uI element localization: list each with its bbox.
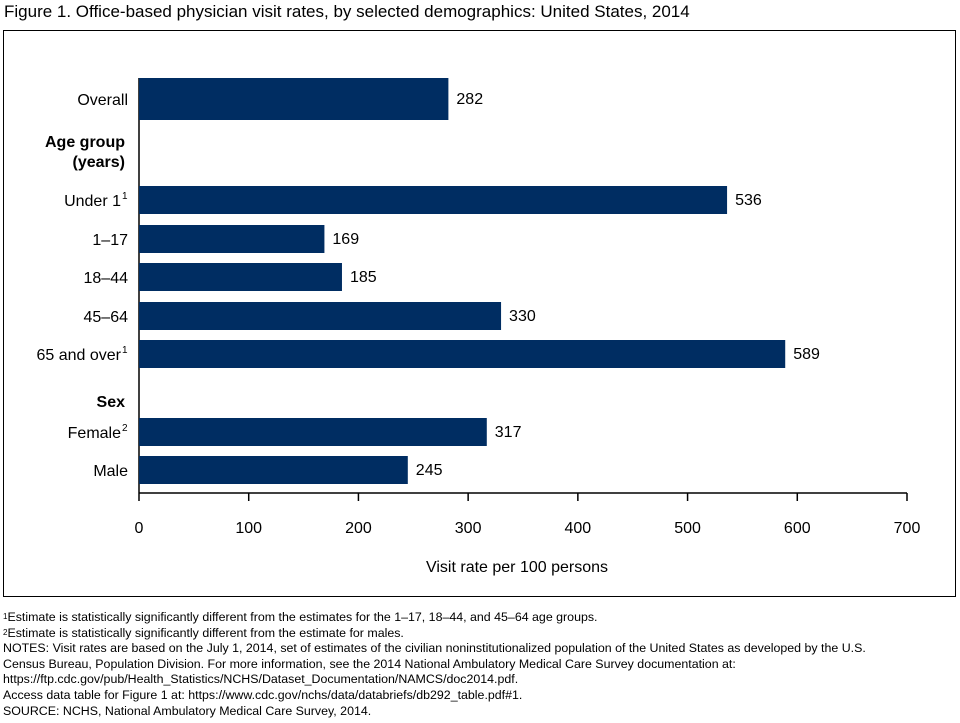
x-tick-label: 500 bbox=[674, 520, 701, 537]
notes-line-3: https://ftp.cdc.gov/pub/Health_Statistic… bbox=[3, 672, 519, 687]
category-label: Female bbox=[68, 425, 121, 442]
category-label: 18–44 bbox=[84, 270, 129, 287]
notes-line-1: NOTES: Visit rates are based on the July… bbox=[3, 641, 866, 656]
figure-title: Figure 1. Office-based physician visit r… bbox=[4, 2, 690, 21]
x-tick-label: 300 bbox=[455, 520, 482, 537]
source-note: SOURCE: NCHS, National Ambulatory Medica… bbox=[3, 703, 372, 718]
category-label: 65 and over bbox=[36, 347, 121, 364]
category-label: 1–17 bbox=[92, 232, 128, 249]
category-label: Male bbox=[93, 463, 128, 480]
footnotes: 1Estimate is statistically significantly… bbox=[3, 610, 955, 719]
x-tick-label: 700 bbox=[894, 520, 921, 537]
category-heading: Sex bbox=[97, 394, 126, 411]
category-heading-line2: (years) bbox=[73, 154, 125, 171]
category-label-footnote: 2 bbox=[122, 423, 128, 434]
category-label: 45–64 bbox=[84, 309, 129, 326]
x-tick-label: 200 bbox=[345, 520, 372, 537]
x-tick-label: 100 bbox=[235, 520, 262, 537]
footnote-1: 1Estimate is statistically significantly… bbox=[3, 610, 598, 624]
data-label: 589 bbox=[793, 346, 820, 363]
data-label: 169 bbox=[332, 231, 359, 248]
x-tick-label: 600 bbox=[784, 520, 811, 537]
category-label: Under 1 bbox=[64, 193, 121, 210]
access-data-link[interactable]: Access data table for Figure 1 at: https… bbox=[3, 687, 523, 702]
data-label: 282 bbox=[456, 91, 483, 108]
bar bbox=[139, 263, 342, 291]
data-label: 317 bbox=[495, 424, 522, 441]
x-tick-label: 0 bbox=[135, 520, 144, 537]
bar bbox=[139, 340, 786, 368]
bar bbox=[139, 225, 325, 253]
bar bbox=[139, 186, 728, 214]
bar bbox=[139, 302, 502, 330]
category-heading: Age group bbox=[45, 134, 125, 151]
footnote-2: 2Estimate is statistically significantly… bbox=[3, 625, 404, 640]
bar bbox=[139, 78, 449, 120]
notes-line-2: Census Bureau, Population Division. For … bbox=[3, 656, 736, 671]
data-label: 185 bbox=[350, 269, 377, 286]
x-axis-label: Visit rate per 100 persons bbox=[426, 559, 608, 576]
data-label: 330 bbox=[509, 308, 536, 325]
category-label-footnote: 1 bbox=[122, 191, 128, 202]
data-label: 536 bbox=[735, 192, 762, 209]
bar bbox=[139, 456, 408, 484]
category-label: Overall bbox=[77, 92, 128, 109]
bar bbox=[139, 418, 487, 446]
bar-chart: 0 100 200 300 400 500 600 700 Visit rate per 100… bbox=[36, 78, 921, 576]
data-label: 245 bbox=[416, 462, 443, 479]
chart-frame bbox=[3, 30, 956, 597]
x-tick-label: 400 bbox=[565, 520, 592, 537]
category-label-footnote: 1 bbox=[122, 345, 128, 356]
